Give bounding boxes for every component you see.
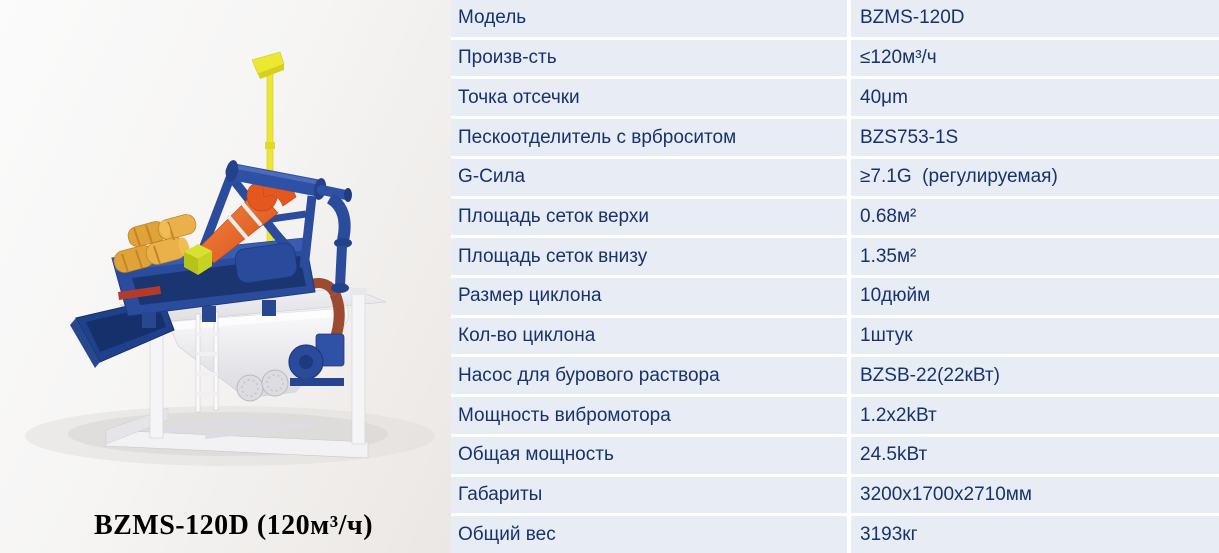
spec-value: BZSB-22(22кВт) — [851, 357, 1219, 395]
spec-value: ≤120м³/ч — [851, 39, 1219, 77]
spec-label: Пескоотделитель с врброситом — [451, 119, 847, 156]
spec-label: Общий вес — [451, 516, 847, 553]
table-row: G-Сила ≥7.1G (регулируемая) — [451, 158, 1219, 196]
spec-value: 24.5kВт — [851, 436, 1219, 474]
table-row: Габариты 3200x1700x2710мм — [451, 476, 1219, 514]
product-image-panel: BZMS-120D (120м³/ч) — [0, 0, 451, 553]
spec-value: 1штук — [851, 317, 1219, 355]
spec-label: Площадь сеток внизу — [451, 238, 847, 276]
spec-value: 1.2x2kВт — [851, 397, 1219, 434]
table-row: Модель BZMS-120D — [451, 0, 1219, 37]
spec-value: ≥7.1G (регулируемая) — [851, 158, 1219, 196]
spec-value: BZS753-1S — [851, 119, 1219, 156]
spec-label: Произв-сть — [451, 39, 847, 77]
machine-3d-render — [25, 51, 435, 466]
spec-label: Мощность вибромотора — [451, 397, 847, 434]
spec-label: Габариты — [451, 476, 847, 514]
spec-value: 1.35м² — [851, 238, 1219, 276]
table-row: Насос для бурового раствора BZSB-22(22кВ… — [451, 357, 1219, 395]
table-row: Общий вес 3193кг — [451, 516, 1219, 553]
table-row: Произв-сть ≤120м³/ч — [451, 39, 1219, 77]
spec-value: 0.68м² — [851, 198, 1219, 236]
table-row: Мощность вибромотора 1.2x2kВт — [451, 397, 1219, 434]
spec-value: 3193кг — [851, 516, 1219, 553]
table-row: Кол-во циклона 1штук — [451, 317, 1219, 355]
spec-label: Размер циклона — [451, 278, 847, 315]
spec-label: Точка отсечки — [451, 79, 847, 117]
table-row: Общая мощность 24.5kВт — [451, 436, 1219, 474]
spec-label: G-Сила — [451, 158, 847, 196]
spec-value: BZMS-120D — [851, 0, 1219, 37]
spec-label: Площадь сеток верхи — [451, 198, 847, 236]
product-caption: BZMS-120D (120м³/ч) — [93, 510, 374, 541]
table-row: Площадь сеток внизу 1.35м² — [451, 238, 1219, 276]
spec-label: Модель — [451, 0, 847, 37]
table-row: Точка отсечки 40μm — [451, 79, 1219, 117]
spec-table: Модель BZMS-120D Произв-сть ≤120м³/ч Точ… — [451, 0, 1219, 553]
table-row: Пескоотделитель с врброситом BZS753-1S — [451, 119, 1219, 156]
spec-value: 10дюйм — [851, 278, 1219, 315]
spec-label: Насос для бурового раствора — [451, 357, 847, 395]
spec-label: Общая мощность — [451, 436, 847, 474]
spec-value: 3200x1700x2710мм — [851, 476, 1219, 514]
table-row: Площадь сеток верхи 0.68м² — [451, 198, 1219, 236]
table-row: Размер циклона 10дюйм — [451, 278, 1219, 315]
spec-value: 40μm — [851, 79, 1219, 117]
spec-label: Кол-во циклона — [451, 317, 847, 355]
